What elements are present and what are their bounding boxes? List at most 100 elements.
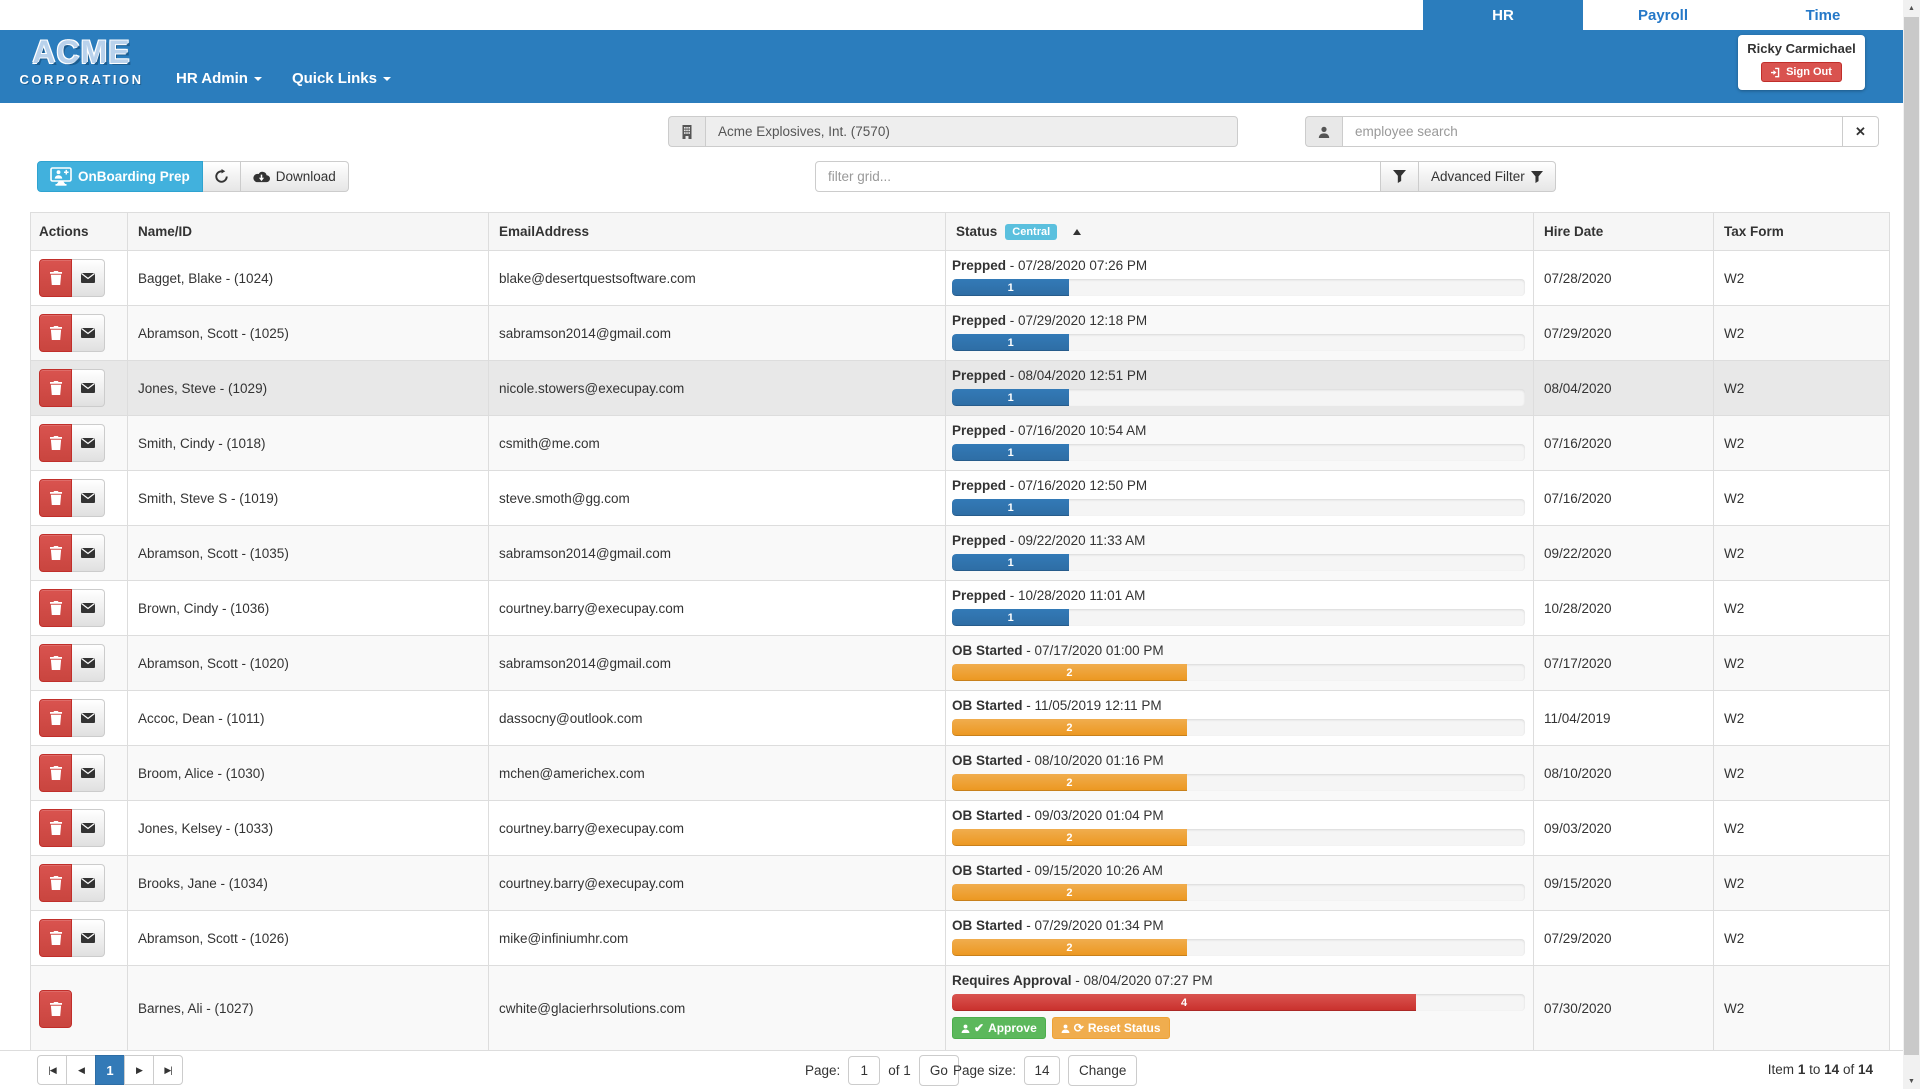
delete-button[interactable]	[39, 990, 72, 1028]
table-row[interactable]: Jones, Steve - (1029) nicole.stowers@exe…	[31, 361, 1889, 416]
progress-fill: 1	[952, 554, 1069, 571]
change-page-size-button[interactable]: Change	[1068, 1055, 1137, 1086]
header-hire-date[interactable]: Hire Date	[1534, 213, 1714, 250]
refresh-icon: ⟳	[1074, 1021, 1084, 1035]
page-number-input[interactable]	[848, 1056, 880, 1085]
page-size-input[interactable]	[1024, 1056, 1060, 1085]
menu-quick-links[interactable]: Quick Links	[292, 70, 391, 87]
scroll-down-icon[interactable]: ▼	[1903, 1073, 1920, 1089]
delete-button[interactable]	[39, 479, 72, 517]
delete-button[interactable]	[39, 424, 72, 462]
status-timestamp: - 11/05/2019 12:11 PM	[1023, 698, 1162, 713]
last-page-button[interactable]: ▶|	[153, 1055, 183, 1085]
header-email[interactable]: EmailAddress	[489, 213, 946, 250]
envelope-icon	[81, 878, 95, 888]
status-label: OB Started	[952, 753, 1023, 768]
header-name-id[interactable]: Name/ID	[128, 213, 489, 250]
check-icon: ✔	[974, 1021, 984, 1035]
trash-icon	[50, 821, 62, 835]
acme-logo[interactable]: ACME CORPORATION	[4, 32, 159, 102]
table-row[interactable]: Brooks, Jane - (1034) courtney.barry@exe…	[31, 856, 1889, 911]
scrollbar[interactable]: ▲ ▼	[1903, 0, 1920, 1089]
status-label: Prepped	[952, 368, 1006, 383]
email-button[interactable]	[72, 864, 105, 902]
table-row[interactable]: Bagget, Blake - (1024) blake@desertquest…	[31, 251, 1889, 306]
table-row[interactable]: Abramson, Scott - (1025) sabramson2014@g…	[31, 306, 1889, 361]
clear-search-button[interactable]: ✕	[1843, 116, 1879, 147]
reset-status-button[interactable]: ⟳ Reset Status	[1052, 1017, 1170, 1039]
tab-time[interactable]: Time	[1743, 0, 1903, 30]
advanced-filter-button[interactable]: Advanced Filter	[1419, 161, 1556, 192]
menu-hr-admin[interactable]: HR Admin	[176, 70, 262, 87]
delete-button[interactable]	[39, 699, 72, 737]
email-button[interactable]	[72, 479, 105, 517]
email-button[interactable]	[72, 644, 105, 682]
next-page-button[interactable]: ▶	[124, 1055, 154, 1085]
delete-button[interactable]	[39, 644, 72, 682]
email-button[interactable]	[72, 589, 105, 627]
filter-grid-input[interactable]	[815, 161, 1381, 192]
page-1-button[interactable]: 1	[95, 1055, 125, 1085]
onboarding-grid: Actions Name/ID EmailAddress Status Cent…	[30, 212, 1890, 1052]
delete-button[interactable]	[39, 809, 72, 847]
company-input[interactable]	[705, 116, 1238, 147]
tab-payroll[interactable]: Payroll	[1583, 0, 1743, 30]
status-cell: Prepped - 08/04/2020 12:51 PM 1	[946, 361, 1534, 415]
tab-hr[interactable]: HR	[1423, 0, 1583, 30]
delete-button[interactable]	[39, 864, 72, 902]
delete-button[interactable]	[39, 534, 72, 572]
status-label: Prepped	[952, 258, 1006, 273]
refresh-button[interactable]	[203, 161, 241, 192]
scrollbar-thumb[interactable]	[1904, 17, 1919, 1055]
table-row[interactable]: Smith, Cindy - (1018) csmith@me.com Prep…	[31, 416, 1889, 471]
progress-step: 1	[1008, 447, 1014, 459]
trash-icon	[50, 381, 62, 395]
progress-step: 2	[1066, 832, 1072, 844]
email-button[interactable]	[72, 919, 105, 957]
email-button[interactable]	[72, 259, 105, 297]
onboarding-prep-button[interactable]: OnBoarding Prep	[37, 161, 203, 192]
employee-email: csmith@me.com	[489, 416, 946, 470]
table-row[interactable]: Abramson, Scott - (1035) sabramson2014@g…	[31, 526, 1889, 581]
header-actions: Actions	[31, 213, 128, 250]
table-row[interactable]: Abramson, Scott - (1026) mike@infiniumhr…	[31, 911, 1889, 966]
table-row[interactable]: Broom, Alice - (1030) mchen@americhex.co…	[31, 746, 1889, 801]
table-row[interactable]: Barnes, Ali - (1027) cwhite@glacierhrsol…	[31, 966, 1889, 1051]
delete-button[interactable]	[39, 259, 72, 297]
email-button[interactable]	[72, 534, 105, 572]
download-button[interactable]: Download	[241, 161, 349, 192]
email-button[interactable]	[72, 754, 105, 792]
email-button[interactable]	[72, 314, 105, 352]
email-button[interactable]	[72, 699, 105, 737]
envelope-icon	[81, 823, 95, 833]
header-tax-form[interactable]: Tax Form	[1714, 213, 1889, 250]
hire-date: 09/15/2020	[1534, 856, 1714, 910]
delete-button[interactable]	[39, 754, 72, 792]
first-page-button[interactable]: |◀	[37, 1055, 67, 1085]
scroll-up-icon[interactable]: ▲	[1903, 0, 1920, 16]
email-button[interactable]	[72, 369, 105, 407]
delete-button[interactable]	[39, 369, 72, 407]
progress-fill: 1	[952, 609, 1069, 626]
table-row[interactable]: Accoc, Dean - (1011) dassocny@outlook.co…	[31, 691, 1889, 746]
email-button[interactable]	[72, 424, 105, 462]
approve-button[interactable]: ✔ Approve	[952, 1017, 1046, 1039]
envelope-icon	[81, 328, 95, 338]
email-button[interactable]	[72, 809, 105, 847]
progress-step: 2	[1066, 667, 1072, 679]
header-status[interactable]: Status Central	[946, 213, 1534, 250]
delete-button[interactable]	[39, 919, 72, 957]
employee-search-input[interactable]	[1342, 116, 1843, 147]
table-row[interactable]: Smith, Steve S - (1019) steve.smoth@gg.c…	[31, 471, 1889, 526]
table-row[interactable]: Abramson, Scott - (1020) sabramson2014@g…	[31, 636, 1889, 691]
status-timestamp: - 07/29/2020 12:18 PM	[1006, 313, 1147, 328]
user-icon	[961, 1024, 970, 1033]
delete-button[interactable]	[39, 589, 72, 627]
table-row[interactable]: Brown, Cindy - (1036) courtney.barry@exe…	[31, 581, 1889, 636]
employee-email: dassocny@outlook.com	[489, 691, 946, 745]
filter-button[interactable]	[1381, 161, 1419, 192]
sign-out-button[interactable]: Sign Out	[1761, 62, 1842, 82]
table-row[interactable]: Jones, Kelsey - (1033) courtney.barry@ex…	[31, 801, 1889, 856]
delete-button[interactable]	[39, 314, 72, 352]
previous-page-button[interactable]: ◀	[66, 1055, 96, 1085]
